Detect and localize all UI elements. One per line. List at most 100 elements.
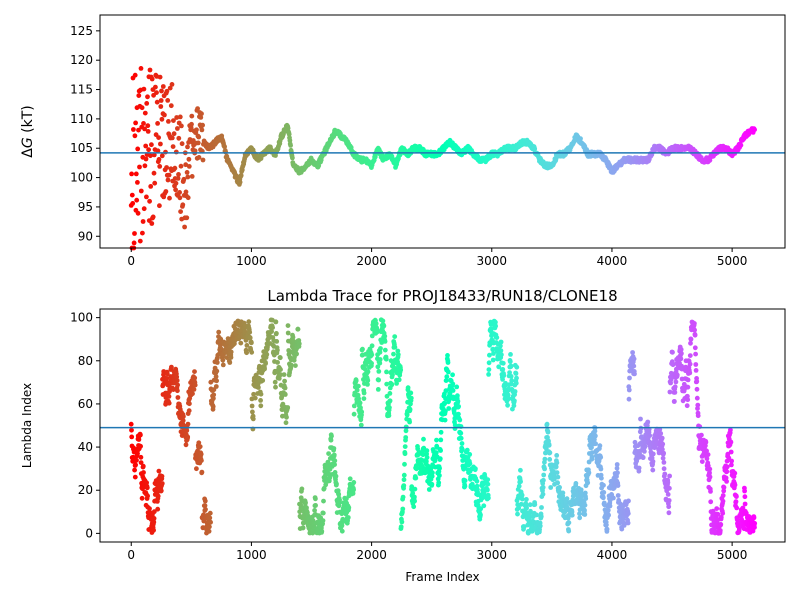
lambda-point: [192, 382, 198, 388]
lambda-point: [626, 498, 631, 504]
delta-g-point: [141, 86, 147, 92]
delta-g-point: [186, 164, 192, 169]
lambda-point: [666, 510, 672, 516]
lambda-point: [728, 439, 734, 445]
lambda-x-tick-label-0: 0: [127, 548, 135, 562]
lambda-point: [446, 406, 452, 411]
lambda-point: [238, 340, 244, 346]
lambda-point: [346, 505, 352, 510]
lambda-point: [321, 498, 326, 504]
lambda-point: [396, 377, 402, 383]
lambda-point: [264, 352, 270, 357]
lambda-point: [405, 385, 411, 391]
lambda-point: [249, 349, 255, 355]
delta-g-point: [158, 98, 164, 103]
lambda-point: [129, 434, 135, 440]
lambda-point: [685, 384, 691, 390]
lambda-point: [203, 507, 208, 512]
lambda-point: [273, 319, 279, 325]
lambda-point: [493, 323, 498, 329]
lambda-point: [560, 490, 566, 496]
lambda-point: [138, 443, 144, 449]
lambda-point: [438, 437, 444, 443]
lambda-point: [498, 348, 504, 353]
lambda-point: [672, 390, 678, 395]
lambda-point: [392, 344, 398, 350]
delta-g-x-tick-label-2: 2000: [356, 254, 387, 268]
lambda-point: [604, 526, 610, 532]
lambda-point: [395, 352, 401, 357]
lambda-point: [402, 451, 408, 457]
lambda-point: [411, 504, 417, 510]
lambda-point: [692, 321, 697, 326]
lambda-point: [553, 464, 559, 470]
delta-g-point: [169, 82, 175, 87]
delta-g-point: [194, 127, 199, 133]
lambda-point: [486, 372, 491, 377]
lambda-point: [684, 403, 690, 409]
lambda-point: [666, 504, 672, 510]
lambda-point: [659, 435, 665, 441]
lambda-point: [351, 487, 356, 493]
lambda-point: [353, 378, 359, 384]
lambda-point: [213, 374, 219, 379]
lambda-point: [151, 516, 157, 521]
lambda-point: [383, 356, 389, 362]
lambda-point: [445, 369, 451, 375]
lambda-point: [582, 512, 588, 517]
lambda-point: [519, 496, 525, 502]
lambda-point: [356, 383, 361, 389]
delta-g-point: [141, 121, 146, 126]
lambda-point: [513, 380, 519, 386]
lambda-point: [375, 387, 381, 392]
lambda-point: [650, 459, 656, 464]
lambda-point: [456, 404, 461, 409]
delta-g-point: [316, 163, 322, 169]
lambda-point: [139, 495, 145, 501]
lambda-point: [485, 481, 491, 487]
lambda-point: [387, 398, 393, 404]
lambda-point: [582, 502, 588, 508]
lambda-point: [692, 327, 697, 333]
delta-g-point: [149, 76, 155, 82]
lambda-point: [166, 394, 172, 399]
delta-g-point: [173, 180, 179, 186]
delta-g-point: [195, 140, 201, 146]
delta-g-point: [288, 143, 293, 148]
delta-g-point: [199, 127, 205, 133]
lambda-point: [351, 411, 357, 417]
lambda-point: [693, 368, 699, 373]
delta-g-point: [145, 123, 151, 129]
lambda-point: [249, 403, 255, 409]
lambda-point: [679, 351, 684, 356]
lambda-point: [282, 378, 287, 384]
lambda-point: [647, 433, 653, 438]
lambda-point: [284, 414, 289, 420]
lambda-x-axis-label: Frame Index: [405, 570, 479, 584]
lambda-point: [638, 426, 644, 431]
lambda-point: [688, 336, 694, 342]
lambda-point: [667, 389, 673, 395]
lambda-point: [384, 369, 389, 375]
lambda-point: [678, 356, 684, 362]
delta-g-point: [173, 187, 179, 193]
lambda-x-tick-label-5: 5000: [717, 548, 748, 562]
delta-g-point: [151, 170, 157, 176]
delta-g-point: [738, 142, 744, 148]
lambda-point: [599, 475, 604, 481]
lambda-point: [313, 496, 318, 502]
lambda-point: [665, 492, 671, 497]
delta-g-point: [159, 116, 165, 122]
lambda-point: [365, 369, 371, 375]
lambda-point: [369, 352, 375, 358]
lambda-point: [220, 362, 226, 368]
delta-g-point: [155, 148, 161, 154]
lambda-point: [718, 522, 724, 527]
delta-g-point: [136, 93, 142, 98]
delta-g-point: [137, 238, 143, 244]
lambda-point: [199, 469, 205, 475]
lambda-point: [382, 347, 388, 353]
lambda-point: [720, 493, 726, 498]
delta-symbol: Δ: [20, 148, 36, 158]
delta-g-point: [181, 176, 187, 182]
